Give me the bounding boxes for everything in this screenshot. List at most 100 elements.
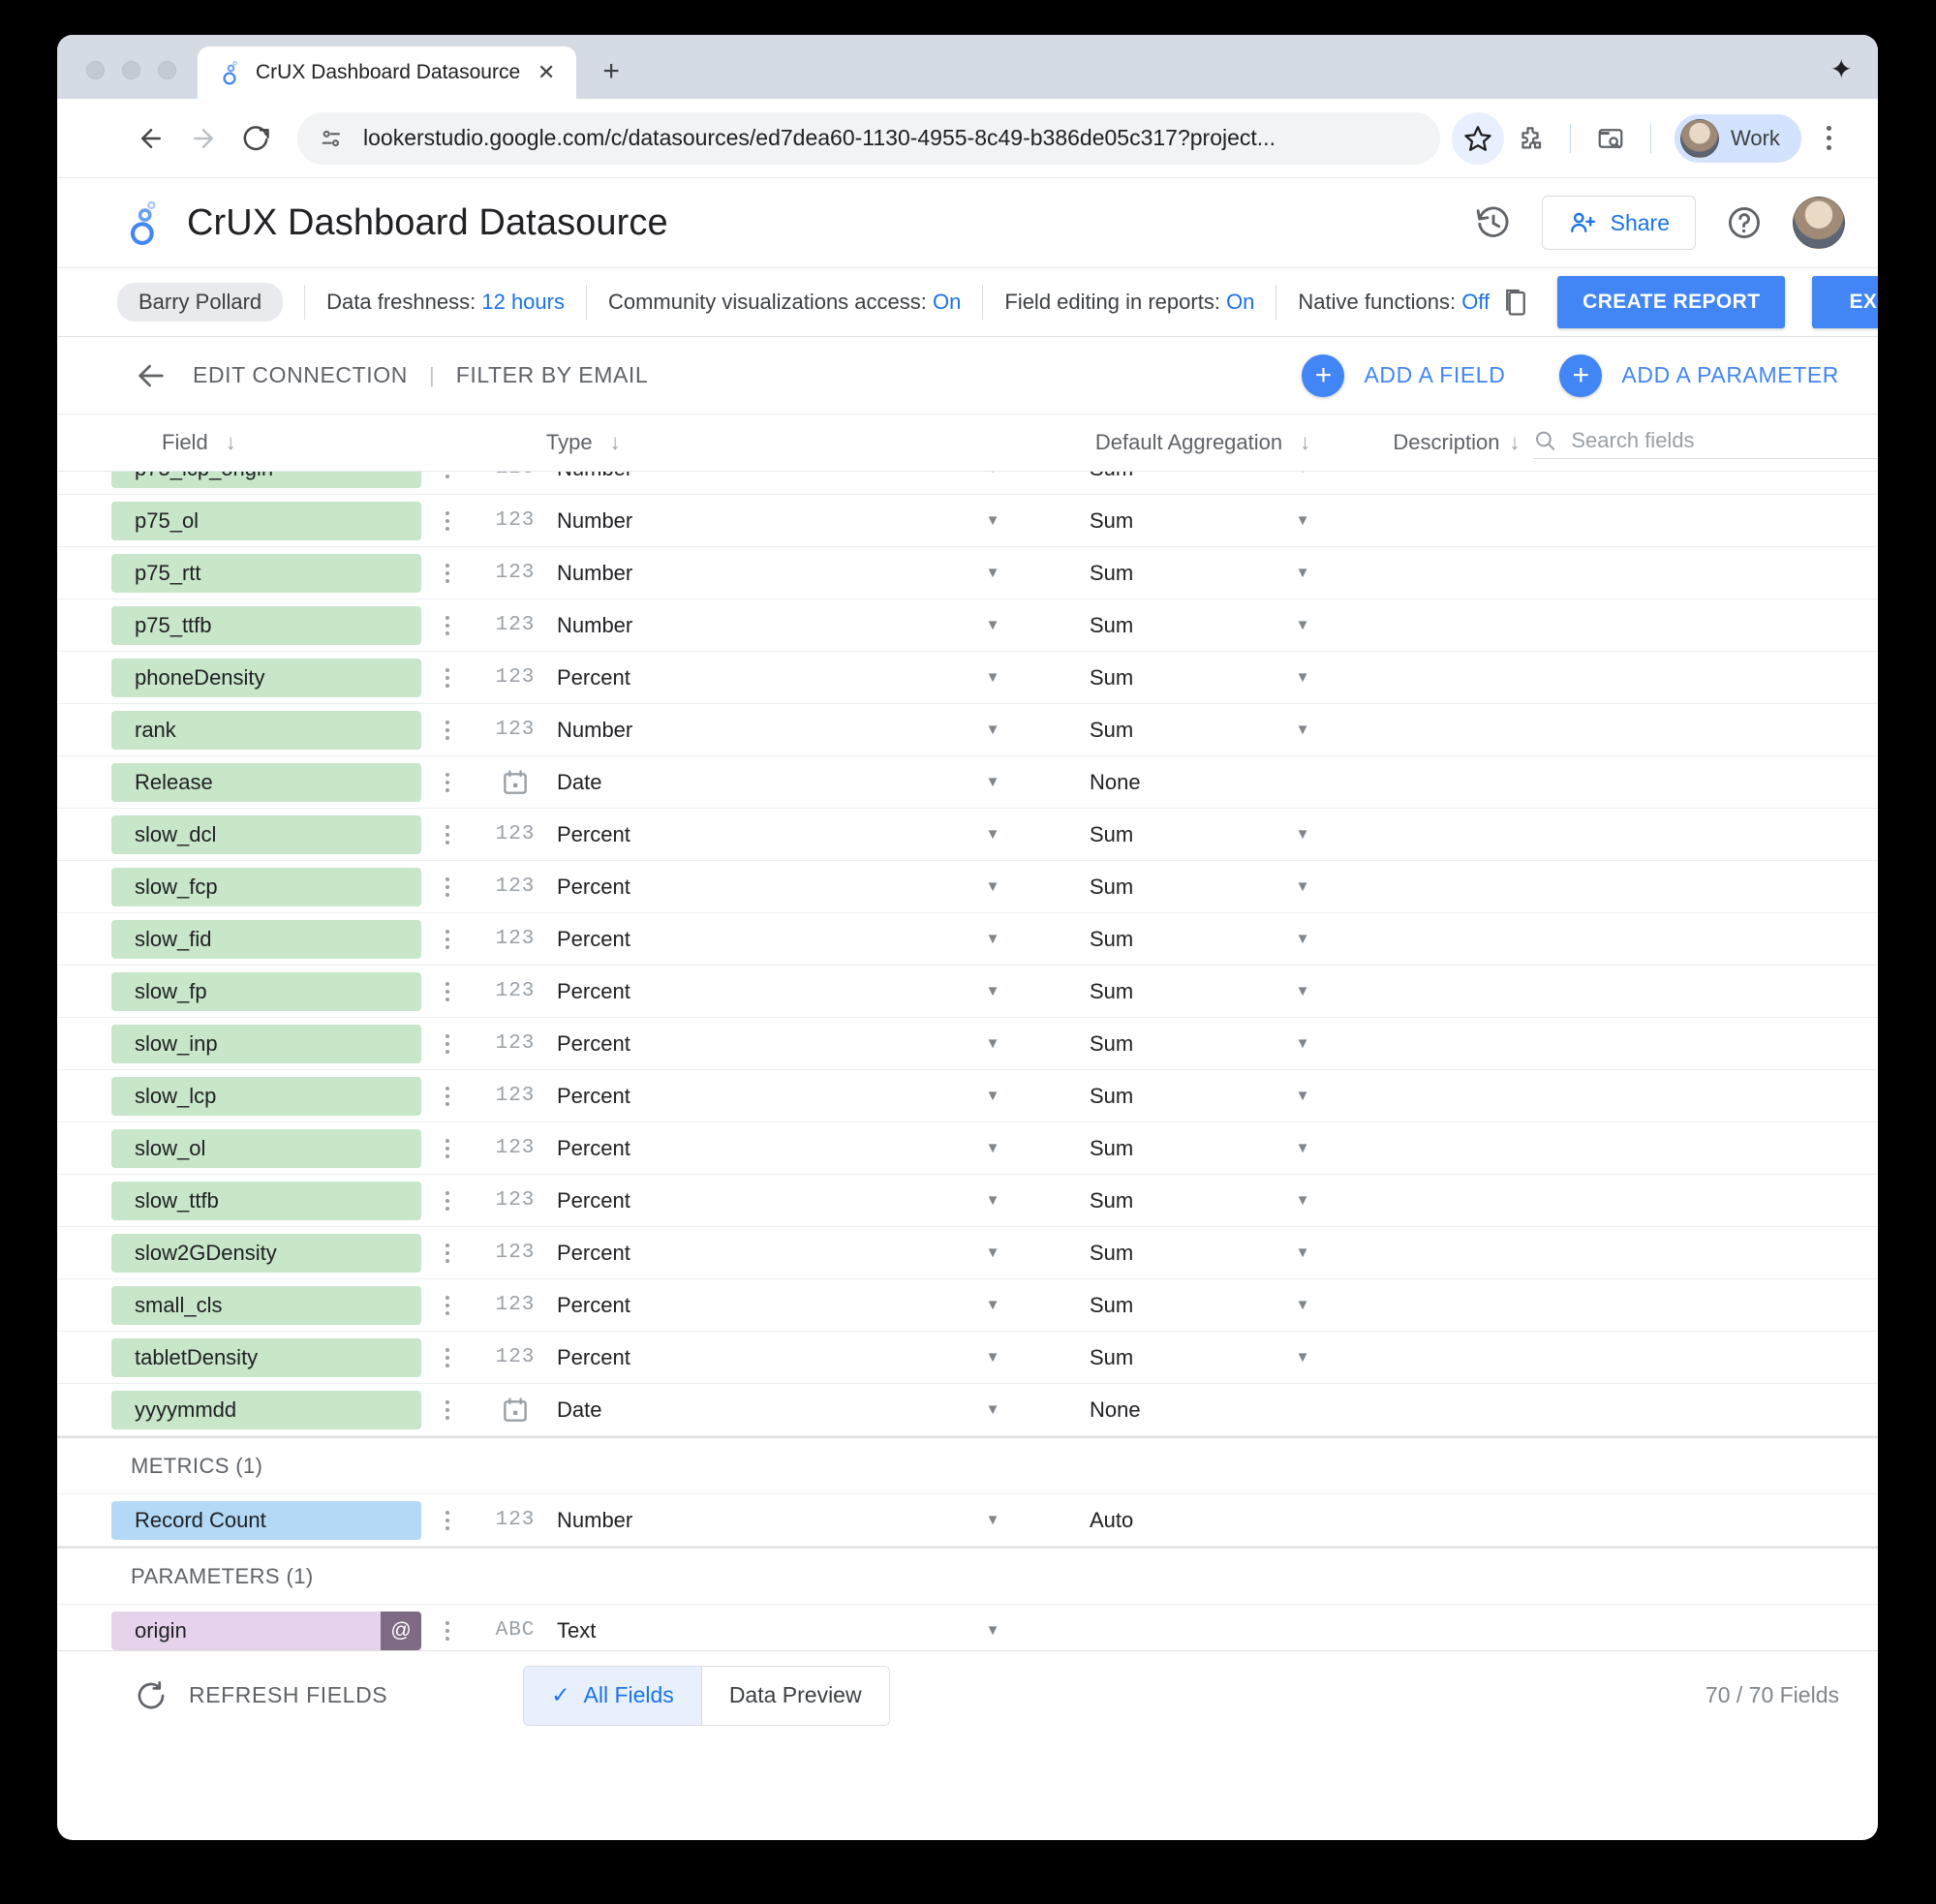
aggregation-dropdown-caret[interactable]: ▼ [1295, 826, 1310, 843]
filter-by-email-button[interactable]: FILTER BY EMAIL [455, 362, 649, 387]
table-row[interactable]: p75_ol 123 Number ▼ Sum ▼ [57, 495, 1878, 547]
aggregation-dropdown-caret[interactable]: ▼ [1295, 1088, 1310, 1104]
add-a-field-button[interactable]: + ADD A FIELD [1302, 353, 1505, 397]
aggregation-dropdown-caret[interactable]: ▼ [1295, 1244, 1310, 1261]
extensions-puzzle-icon[interactable] [1504, 112, 1556, 165]
type-dropdown-caret[interactable]: ▼ [985, 983, 1000, 999]
dimension-field-chip[interactable]: p75_ttfb [111, 605, 421, 645]
dimension-field-chip[interactable]: slow_lcp [111, 1076, 421, 1116]
table-row[interactable]: slow_lcp 123 Percent ▼ Sum ▼ [57, 1070, 1878, 1122]
forward-arrow-icon[interactable] [177, 112, 230, 165]
aggregation-dropdown-caret[interactable]: ▼ [1295, 878, 1310, 895]
dimension-field-chip[interactable]: Release [111, 762, 421, 802]
table-row[interactable]: p75_lcp_origin123Number▼Sum▼ [57, 472, 1878, 495]
row-options-icon[interactable] [421, 563, 474, 583]
table-row[interactable]: small_cls 123 Percent ▼ Sum ▼ [57, 1279, 1878, 1332]
table-row[interactable]: slow_ttfb 123 Percent ▼ Sum ▼ [57, 1175, 1878, 1227]
table-row[interactable]: slow_fcp 123 Percent ▼ Sum ▼ [57, 861, 1878, 913]
row-options-icon[interactable] [421, 1086, 474, 1106]
dimension-field-chip[interactable]: small_cls [111, 1285, 421, 1325]
copy-icon[interactable] [1501, 286, 1530, 319]
dimension-field-chip[interactable]: slow_dcl [111, 814, 421, 854]
dimension-field-chip[interactable]: slow_fid [111, 919, 421, 959]
metric-field-chip[interactable]: Record Count [111, 1500, 421, 1540]
row-options-icon[interactable] [421, 667, 474, 688]
tab-search-icon[interactable] [1584, 112, 1637, 165]
aggregation-dropdown-caret[interactable]: ▼ [1295, 617, 1310, 633]
type-dropdown-caret[interactable]: ▼ [985, 878, 1000, 895]
row-options-icon[interactable] [421, 1138, 474, 1158]
refresh-icon[interactable] [135, 1679, 168, 1712]
sort-arrow-icon[interactable]: ↓ [1509, 430, 1521, 454]
fields-list[interactable]: p75_lcp_origin123Number▼Sum▼p75_ol123Num… [57, 471, 1878, 1650]
dimension-field-chip[interactable]: slow2GDensity [111, 1233, 421, 1273]
reload-icon[interactable] [230, 112, 282, 165]
table-row[interactable]: Record Count 123 Number ▼ Auto [57, 1494, 1878, 1547]
add-a-parameter-button[interactable]: + ADD A PARAMETER [1559, 353, 1839, 397]
star-icon[interactable] [1452, 111, 1504, 165]
tab-data-preview[interactable]: Data Preview [701, 1666, 889, 1725]
owner-chip[interactable]: Barry Pollard [117, 283, 284, 322]
aggregation-dropdown-caret[interactable]: ▼ [1295, 565, 1310, 581]
aggregation-dropdown-caret[interactable]: ▼ [1295, 1192, 1310, 1209]
type-dropdown-caret[interactable]: ▼ [985, 1088, 1000, 1104]
gemini-sparkle-icon[interactable]: ✦ [1829, 54, 1853, 84]
sort-arrow-icon[interactable]: ↓ [1300, 430, 1311, 454]
sort-arrow-icon[interactable]: ↓ [609, 430, 621, 454]
row-options-icon[interactable] [421, 510, 474, 531]
type-dropdown-caret[interactable]: ▼ [973, 472, 1012, 476]
type-dropdown-caret[interactable]: ▼ [985, 1622, 1000, 1639]
dimension-field-chip[interactable]: rank [111, 710, 421, 750]
dimension-field-chip[interactable]: phoneDensity [111, 658, 421, 697]
row-options-icon[interactable] [421, 1510, 474, 1530]
aggregation-dropdown-caret[interactable]: ▼ [1295, 1140, 1310, 1156]
dimension-field-chip[interactable]: slow_ol [111, 1128, 421, 1168]
type-dropdown-caret[interactable]: ▼ [985, 617, 1000, 633]
type-dropdown-caret[interactable]: ▼ [985, 1140, 1000, 1156]
data-freshness-setting[interactable]: Data freshness: 12 hours [326, 290, 565, 315]
close-window-button[interactable] [86, 61, 105, 79]
three-dot-menu-icon[interactable] [1807, 112, 1852, 165]
aggregation-dropdown-caret[interactable]: ▼ [1295, 1349, 1310, 1366]
close-tab-icon[interactable]: ✕ [537, 60, 556, 84]
aggregation-dropdown-caret[interactable]: ▼ [1295, 669, 1310, 686]
type-dropdown-caret[interactable]: ▼ [985, 1512, 1000, 1528]
field-editing-setting[interactable]: Field editing in reports: On [1004, 290, 1254, 315]
edit-connection-button[interactable]: EDIT CONNECTION [193, 362, 408, 387]
table-row[interactable]: slow_inp 123 Percent ▼ Sum ▼ [57, 1018, 1878, 1070]
type-dropdown-caret[interactable]: ▼ [985, 1349, 1000, 1366]
dimension-field-chip[interactable]: yyyymmdd [111, 1390, 421, 1429]
minimize-window-button[interactable] [122, 61, 140, 79]
aggregation-dropdown-caret[interactable]: ▼ [1295, 931, 1310, 947]
table-row[interactable]: tabletDensity 123 Percent ▼ Sum ▼ [57, 1332, 1878, 1384]
back-arrow-icon[interactable] [125, 112, 177, 165]
row-options-icon[interactable] [421, 720, 474, 740]
column-header-type[interactable]: Type ↓ [546, 430, 1095, 455]
type-dropdown-caret[interactable]: ▼ [985, 1244, 1000, 1261]
new-tab-button[interactable]: + [602, 55, 620, 87]
user-avatar[interactable] [1793, 197, 1845, 249]
row-options-icon[interactable] [421, 1347, 474, 1367]
row-options-icon[interactable] [421, 1620, 474, 1641]
community-viz-setting[interactable]: Community visualizations access: On [608, 290, 961, 315]
type-dropdown-caret[interactable]: ▼ [985, 931, 1000, 947]
dimension-field-chip[interactable]: slow_ttfb [111, 1181, 421, 1220]
dimension-field-chip[interactable]: slow_fcp [111, 867, 421, 906]
table-row[interactable]: yyyymmdd Date ▼ None [57, 1384, 1878, 1436]
table-row[interactable]: slow2GDensity 123 Percent ▼ Sum ▼ [57, 1227, 1878, 1279]
back-arrow-icon[interactable] [135, 359, 168, 392]
table-row[interactable]: Release Date ▼ None [57, 756, 1878, 809]
type-dropdown-caret[interactable]: ▼ [985, 1297, 1000, 1313]
dimension-field-chip[interactable]: p75_rtt [111, 553, 421, 593]
browser-profile-chip[interactable]: Work [1675, 113, 1801, 163]
table-row[interactable]: slow_dcl 123 Percent ▼ Sum ▼ [57, 809, 1878, 861]
help-question-icon[interactable] [1721, 200, 1767, 246]
native-functions-setting[interactable]: Native functions: Off [1298, 290, 1490, 315]
row-options-icon[interactable] [421, 472, 474, 478]
table-row[interactable]: slow_fid 123 Percent ▼ Sum ▼ [57, 913, 1878, 966]
maximize-window-button[interactable] [158, 61, 176, 79]
tab-all-fields[interactable]: ✓ All Fields [524, 1666, 701, 1725]
row-options-icon[interactable] [421, 772, 474, 792]
type-dropdown-caret[interactable]: ▼ [985, 1401, 1000, 1418]
create-report-button[interactable]: CREATE REPORT [1557, 276, 1786, 328]
